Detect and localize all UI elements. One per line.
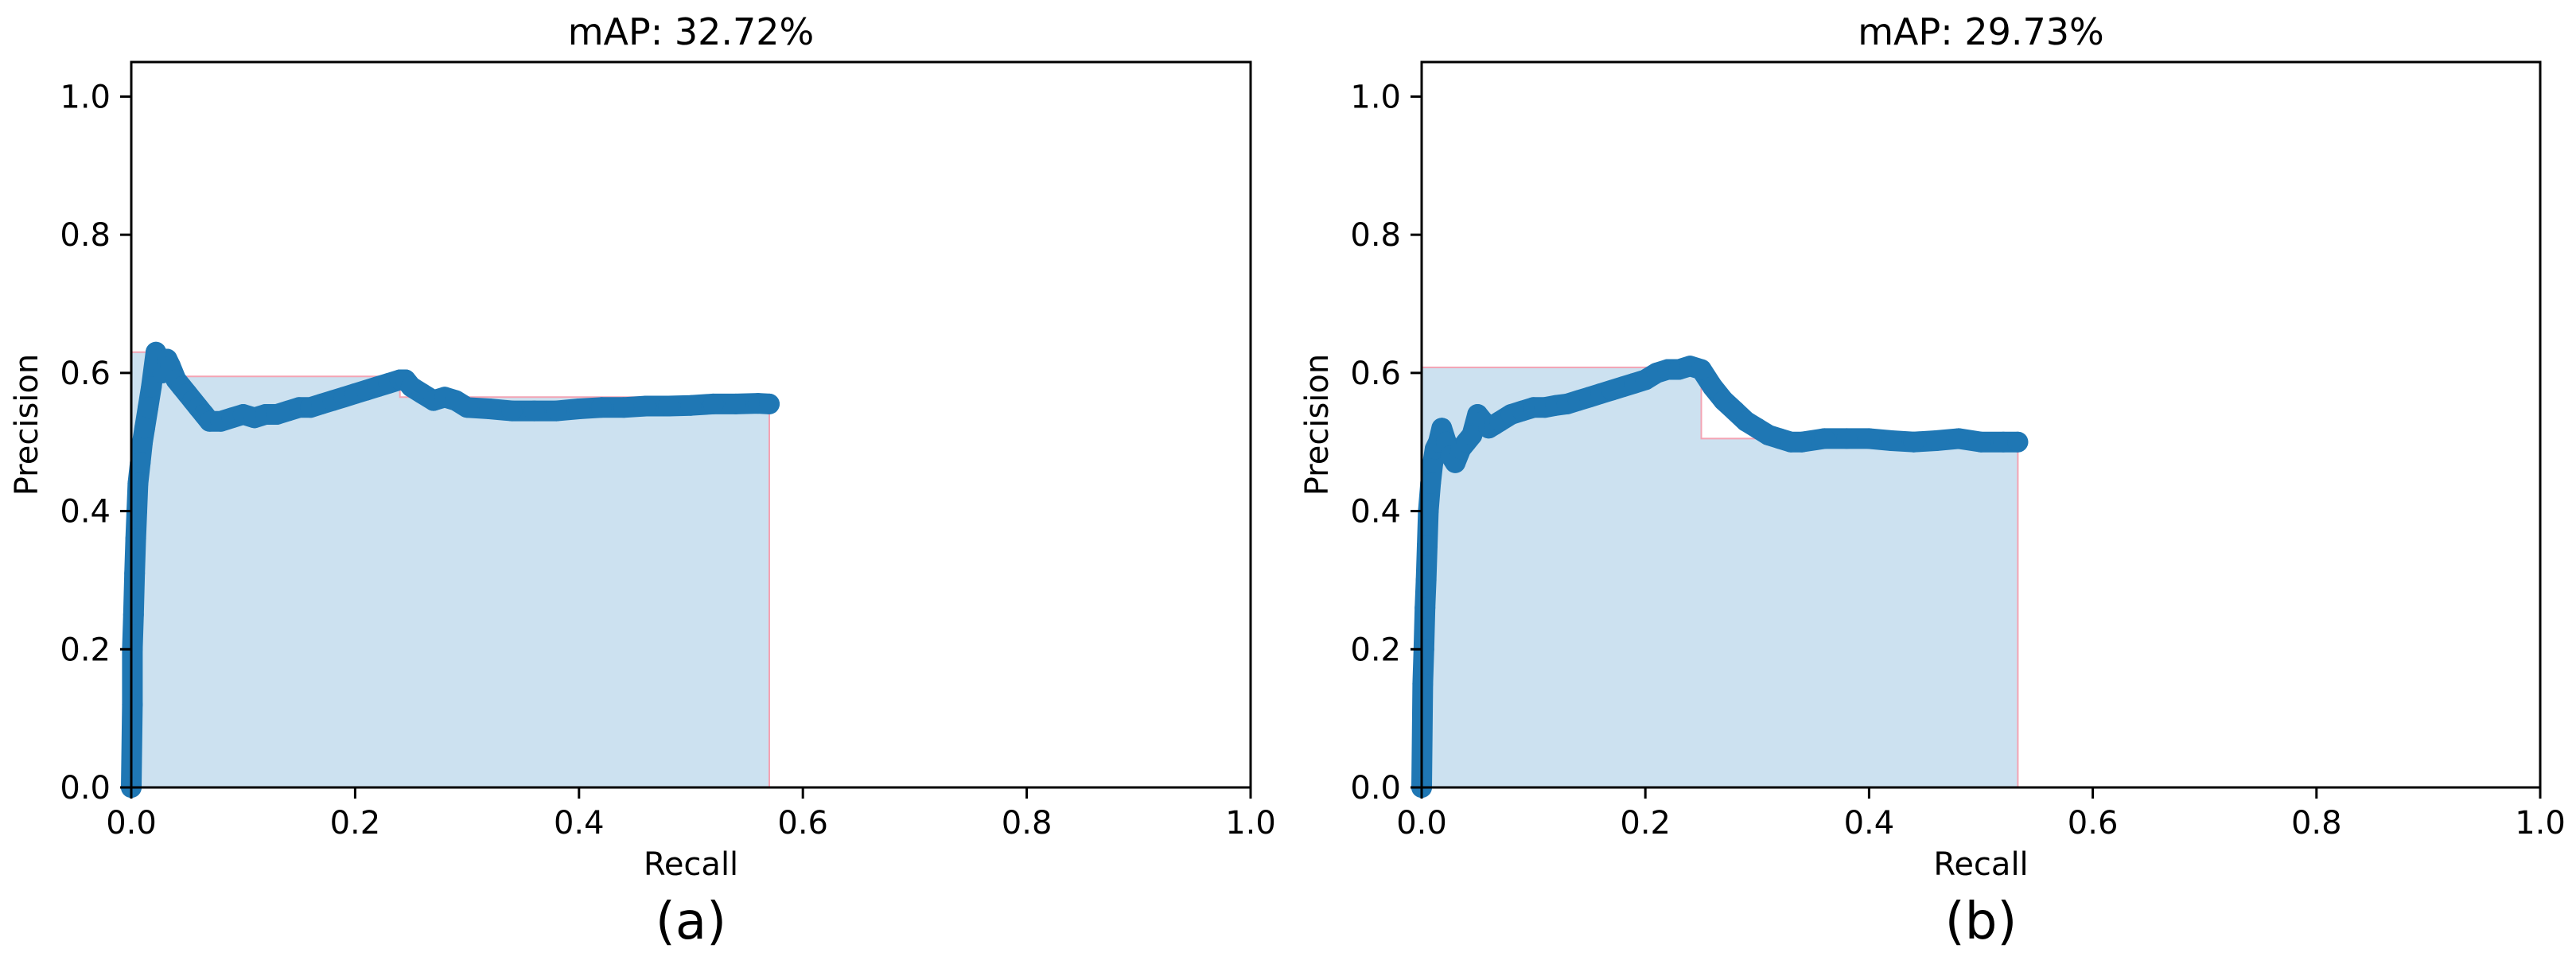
x-axis-label: Recall [644,846,738,883]
data-point [125,528,146,550]
x-tick-label: 0.8 [2291,805,2342,842]
chart-title: mAP: 29.73% [1858,10,2104,53]
data-point [1702,376,1723,398]
data-point [1993,431,2014,453]
x-tick-label: 0.4 [554,805,605,842]
y-tick-label: 0.0 [1350,770,1401,807]
data-point [1417,535,1438,556]
data-point [1413,639,1434,660]
data-point [1415,570,1437,591]
chart-title: mAP: 32.72% [568,10,815,53]
data-point [1948,428,1969,449]
y-tick-label: 1.0 [1350,79,1401,115]
data-point [130,452,151,473]
data-point [1418,500,1439,522]
data-point [636,395,657,417]
plot-frame [1420,60,2542,789]
data-point [1925,430,1947,451]
y-tick-label: 0.8 [1350,217,1401,254]
x-tick-label: 0.2 [330,805,381,842]
x-tick-label: 0.6 [777,805,828,842]
data-point [568,398,590,419]
data-point [523,400,545,422]
data-point [1836,428,1858,449]
area-fill [1421,366,2019,788]
panel-a: 0.0 0.2 0.4 0.6 0.8 1.0 0.0 0.2 0.4 0.6 0.8 1.0 mAP:… [9,10,1276,951]
y-tick-label: 0.6 [1350,356,1401,392]
plot-frame [130,60,1252,789]
data-point [725,393,746,414]
y-tick-label: 0.2 [1350,632,1401,668]
y-tick-label: 0.6 [60,356,111,392]
data-point [1814,428,1835,449]
data-point [124,562,146,584]
data-point [134,418,155,439]
data-point [1858,428,1880,449]
data-point [1420,472,1442,494]
data-point [479,398,500,419]
y-tick-label: 0.4 [1350,494,1401,531]
data-point [702,393,724,414]
x-axis-label: Recall [1933,846,2028,883]
data-point [2007,431,2029,453]
data-point [501,400,523,422]
data-point [1691,359,1712,380]
data-point [1903,431,1924,453]
data-point [613,397,635,418]
y-tick-label: 0.8 [60,217,111,254]
data-point [1971,431,1991,453]
panel-caption: (b) [1945,892,2018,951]
data-point [546,400,567,422]
y-axis-label: Precision [1299,354,1336,496]
y-tick-label: 0.4 [60,494,111,531]
x-tick-label: 0.0 [1396,805,1447,842]
data-point [123,604,144,625]
x-tick-label: 0.8 [1002,805,1053,842]
data-point [457,397,478,418]
data-point [141,376,162,398]
y-axis-label: Precision [9,354,45,496]
x-tick-label: 0.0 [106,805,157,842]
panel-caption: (a) [656,892,726,951]
x-tick-label: 1.0 [1225,805,1276,842]
data-point [658,395,679,417]
y-tick-label: 1.0 [60,79,111,115]
x-tick-label: 0.6 [2068,805,2119,842]
data-point [1414,597,1436,619]
data-point [680,395,702,416]
data-point [759,393,780,414]
x-tick-label: 0.4 [1844,805,1895,842]
data-point [1792,431,1812,453]
data-point [138,397,159,418]
data-point [590,397,612,418]
y-tick-label: 0.2 [60,632,111,668]
y-tick-label: 0.0 [60,770,111,807]
data-point [1881,430,1902,451]
x-tick-label: 1.0 [2515,805,2566,842]
data-point [1461,425,1483,445]
panel-b: 0.0 0.2 0.4 0.6 0.8 1.0 0.0 0.2 0.4 0.6 0.8 1.0 mAP:… [1299,10,2566,951]
x-tick-label: 0.2 [1620,805,1671,842]
data-point [127,472,149,494]
